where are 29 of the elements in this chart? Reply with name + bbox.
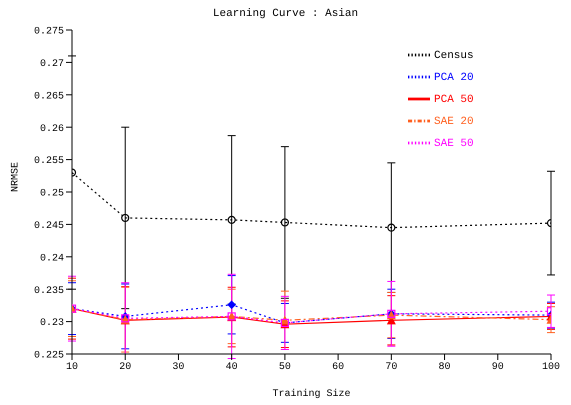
y-tick-label: 0.265 xyxy=(34,91,64,102)
y-tick-label: 0.255 xyxy=(34,156,64,168)
legend-label: SAE 20 xyxy=(434,116,474,128)
x-tick-label: 10 xyxy=(66,362,78,374)
x-tick-label: 90 xyxy=(492,362,504,374)
legend-label: SAE 50 xyxy=(434,138,474,150)
x-tick-label: 60 xyxy=(332,362,344,374)
x-tick-label: 50 xyxy=(278,362,291,374)
y-tick-label: 0.24 xyxy=(40,253,64,264)
x-tick-label: 40 xyxy=(226,362,238,374)
y-tick-label: 0.225 xyxy=(34,350,64,362)
y-tick-label: 0.235 xyxy=(34,286,64,297)
x-tick-label: 20 xyxy=(119,362,132,374)
x-tick-label: 80 xyxy=(438,362,451,374)
x-tick-label: 70 xyxy=(385,362,398,374)
x-tick-label: 100 xyxy=(542,362,560,374)
legend-label: PCA 20 xyxy=(434,72,474,84)
y-tick-label: 0.26 xyxy=(40,124,64,135)
y-tick-label: 0.25 xyxy=(40,188,64,200)
chart-title: Learning Curve : Asian xyxy=(212,8,360,22)
x-axis-title: Training Size xyxy=(272,388,351,400)
y-tick-label: 0.275 xyxy=(34,26,64,38)
y-tick-label: 0.23 xyxy=(40,318,64,330)
legend-label: PCA 50 xyxy=(434,94,474,106)
y-tick-label: 0.27 xyxy=(40,58,64,70)
y-axis-title: NRMSE xyxy=(10,162,22,192)
x-tick-label: 30 xyxy=(172,362,184,374)
y-tick-label: 0.245 xyxy=(34,220,64,232)
legend-label: Census xyxy=(434,50,474,62)
